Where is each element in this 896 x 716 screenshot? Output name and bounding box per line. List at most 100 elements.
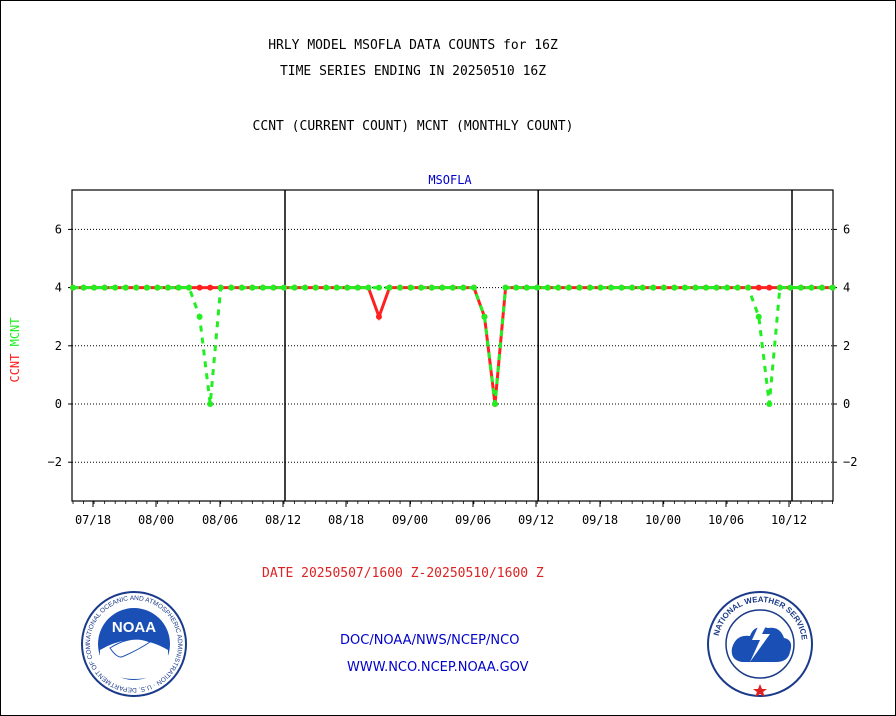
y-tick-label-right: 0 xyxy=(843,397,850,411)
data-point-mcnt xyxy=(101,284,108,291)
data-point-mcnt xyxy=(217,284,224,291)
x-tick-label: 09/00 xyxy=(392,513,428,527)
data-point-mcnt xyxy=(112,284,119,291)
data-point-mcnt xyxy=(797,284,804,291)
data-point-mcnt xyxy=(703,284,709,291)
data-point-mcnt xyxy=(787,284,794,291)
data-point-mcnt xyxy=(576,284,583,291)
y-tick-label: 2 xyxy=(55,339,62,353)
chart-title: MSOFLA xyxy=(428,173,472,187)
data-point-mcnt xyxy=(91,284,98,291)
y-tick-label: 6 xyxy=(55,222,62,236)
data-point-mcnt xyxy=(449,284,456,291)
data-point-mcnt xyxy=(734,284,741,291)
x-tick-label: 09/18 xyxy=(582,513,618,527)
data-point-mcnt xyxy=(344,284,351,291)
data-point-mcnt xyxy=(819,284,826,291)
x-tick-label: 10/06 xyxy=(708,513,744,527)
y-axis-label-mcnt: MCNT xyxy=(8,317,22,346)
data-point-mcnt xyxy=(302,284,309,291)
data-point-mcnt xyxy=(681,284,688,291)
data-point-mcnt xyxy=(492,401,498,407)
data-point-mcnt xyxy=(460,284,467,291)
data-point-mcnt xyxy=(502,284,509,291)
data-point-mcnt xyxy=(639,284,646,291)
data-point-mcnt xyxy=(133,284,140,291)
data-point-mcnt xyxy=(618,284,625,291)
noaa-logo: NOAA NATIONAL OCEANIC AND ATMOSPHERIC AD… xyxy=(80,590,187,697)
data-point-mcnt xyxy=(270,284,277,291)
data-point-mcnt xyxy=(586,284,593,291)
data-point-mcnt xyxy=(692,284,699,291)
data-point-mcnt xyxy=(375,284,382,291)
url-label: WWW.NCO.NCEP.NOAA.GOV xyxy=(347,660,529,675)
data-point-mcnt xyxy=(724,284,731,291)
data-point-mcnt xyxy=(407,284,414,291)
data-point-mcnt xyxy=(249,284,256,291)
data-point-mcnt xyxy=(281,284,287,291)
x-tick-label: 08/18 xyxy=(328,513,364,527)
data-point-mcnt xyxy=(597,284,604,291)
data-point-mcnt xyxy=(175,284,182,291)
data-point-mcnt xyxy=(365,284,372,291)
data-point-mcnt xyxy=(333,284,340,291)
data-point-mcnt xyxy=(259,284,266,291)
x-tick-label: 09/12 xyxy=(518,513,554,527)
y-axis-label: CCNT MCNT xyxy=(8,317,22,382)
data-point-mcnt xyxy=(745,284,752,291)
subtitle: CCNT (CURRENT COUNT) MCNT (MONTHLY COUNT… xyxy=(252,119,574,134)
data-point-mcnt xyxy=(154,284,161,291)
nws-logo: NATIONAL WEATHER SERVICE xyxy=(707,591,813,697)
title-line-1: HRLY MODEL MSOFLA DATA COUNTS for 16Z xyxy=(268,38,558,53)
data-point-mcnt xyxy=(397,284,404,291)
data-point-mcnt xyxy=(80,284,87,291)
data-point-mcnt xyxy=(555,284,562,291)
data-point-mcnt xyxy=(323,284,330,291)
y-tick-label-right: −2 xyxy=(843,455,857,469)
data-point-ccnt xyxy=(766,284,773,291)
data-point-mcnt xyxy=(534,284,541,291)
data-point-ccnt xyxy=(755,284,762,291)
data-point-mcnt xyxy=(354,284,361,291)
data-point-mcnt xyxy=(164,284,171,291)
data-point-mcnt xyxy=(829,284,836,291)
data-point-mcnt xyxy=(565,284,572,291)
data-point-mcnt xyxy=(186,284,193,291)
y-tick-label: 0 xyxy=(55,397,62,411)
data-point-mcnt xyxy=(523,284,530,291)
x-tick-label: 08/12 xyxy=(265,513,301,527)
x-tick-label: 10/12 xyxy=(771,513,807,527)
data-point-mcnt xyxy=(671,284,678,291)
x-tick-label: 09/06 xyxy=(455,513,491,527)
data-point-mcnt xyxy=(439,284,446,291)
data-point-mcnt xyxy=(629,284,636,291)
data-point-mcnt xyxy=(766,401,773,407)
data-point-mcnt xyxy=(776,284,783,291)
data-point-ccnt xyxy=(196,284,203,291)
y-tick-label-right: 6 xyxy=(843,222,850,236)
noaa-logo-text: NOAA xyxy=(112,619,156,636)
data-point-mcnt xyxy=(513,284,520,291)
y-tick-label: 4 xyxy=(55,281,62,295)
x-tick-label: 07/18 xyxy=(75,513,111,527)
data-point-mcnt xyxy=(808,284,815,291)
y-axis-label-ccnt: CCNT xyxy=(8,346,22,382)
data-point-mcnt xyxy=(122,284,129,291)
data-point-mcnt xyxy=(428,284,435,291)
data-point-mcnt xyxy=(470,284,477,291)
y-tick-label-right: 4 xyxy=(843,281,850,295)
data-point-mcnt xyxy=(228,284,235,291)
x-tick-label: 08/06 xyxy=(202,513,238,527)
data-point-mcnt xyxy=(312,284,319,291)
data-point-mcnt xyxy=(70,284,76,291)
data-point-mcnt xyxy=(291,284,298,291)
data-point-ccnt xyxy=(375,313,382,320)
data-point-mcnt xyxy=(650,284,657,291)
data-point-mcnt xyxy=(544,284,551,291)
title-line-2: TIME SERIES ENDING IN 20250510 16Z xyxy=(279,64,547,79)
data-point-mcnt xyxy=(481,313,488,320)
data-point-mcnt xyxy=(755,313,762,320)
data-point-mcnt xyxy=(143,284,150,291)
y-tick-label-right: 2 xyxy=(843,339,850,353)
